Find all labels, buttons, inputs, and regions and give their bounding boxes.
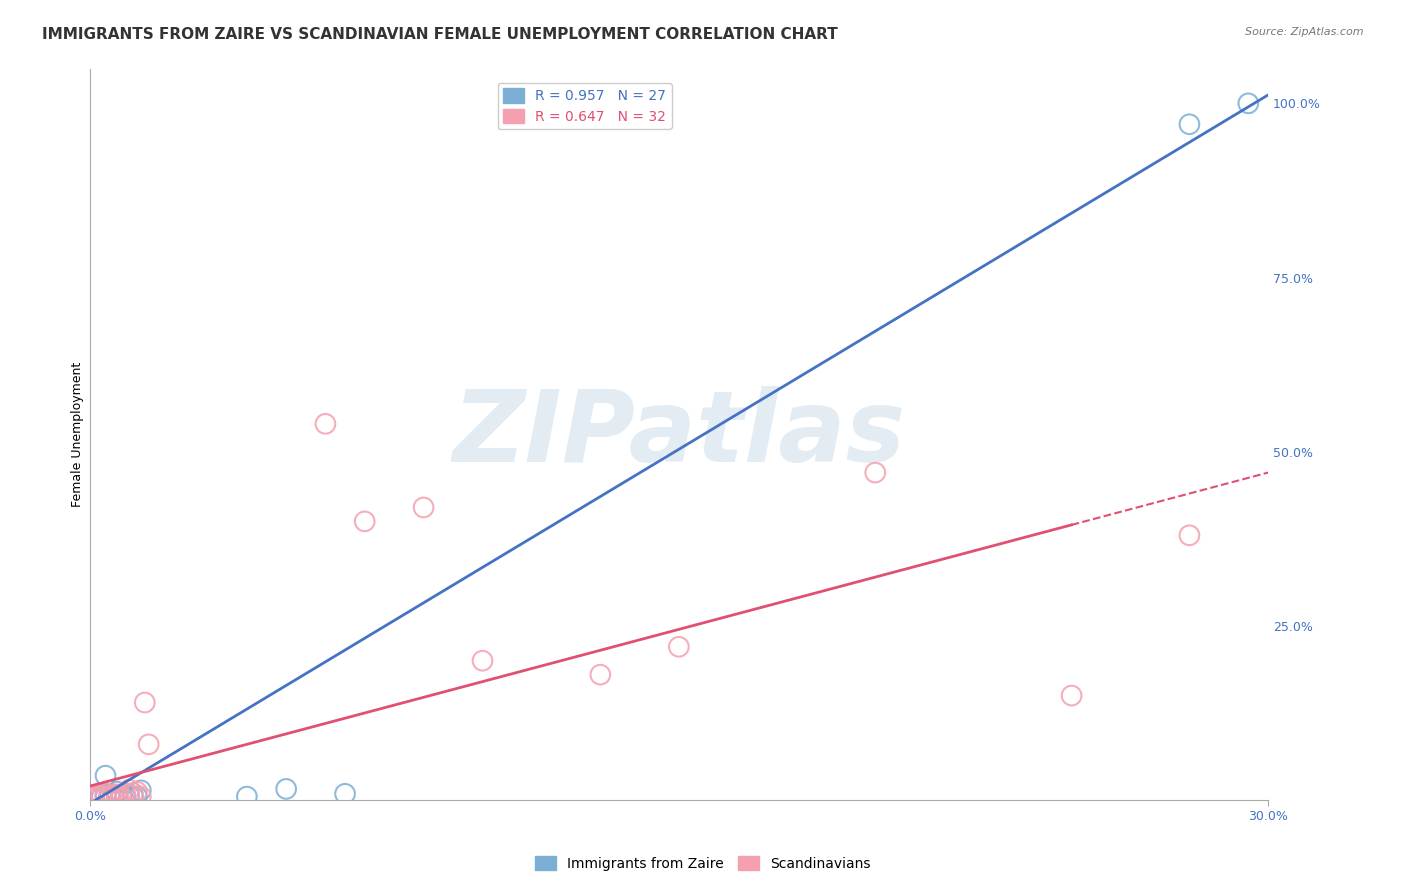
Legend: R = 0.957   N = 27, R = 0.647   N = 32: R = 0.957 N = 27, R = 0.647 N = 32 bbox=[498, 83, 672, 129]
Point bbox=[103, 789, 125, 804]
Point bbox=[86, 789, 108, 803]
Point bbox=[138, 737, 160, 751]
Point bbox=[129, 783, 152, 797]
Point bbox=[86, 789, 108, 803]
Point bbox=[86, 789, 108, 804]
Point bbox=[98, 788, 121, 802]
Point bbox=[1178, 528, 1201, 542]
Point bbox=[83, 789, 105, 804]
Text: Source: ZipAtlas.com: Source: ZipAtlas.com bbox=[1246, 27, 1364, 37]
Point bbox=[1237, 96, 1260, 111]
Point bbox=[122, 789, 145, 804]
Point bbox=[90, 789, 112, 804]
Point bbox=[94, 789, 117, 803]
Point bbox=[129, 789, 152, 804]
Point bbox=[1178, 117, 1201, 131]
Y-axis label: Female Unemployment: Female Unemployment bbox=[72, 361, 84, 507]
Point bbox=[90, 789, 112, 804]
Point bbox=[105, 789, 128, 804]
Point bbox=[90, 789, 112, 803]
Point bbox=[94, 786, 117, 800]
Point bbox=[110, 789, 132, 804]
Point bbox=[276, 781, 298, 796]
Point bbox=[98, 789, 121, 803]
Point bbox=[125, 789, 148, 804]
Point bbox=[134, 696, 156, 710]
Point bbox=[83, 789, 105, 803]
Point bbox=[236, 789, 259, 804]
Point bbox=[90, 789, 112, 804]
Point bbox=[125, 785, 148, 799]
Point bbox=[90, 790, 112, 805]
Legend: Immigrants from Zaire, Scandinavians: Immigrants from Zaire, Scandinavians bbox=[530, 850, 876, 876]
Point bbox=[94, 789, 117, 804]
Point bbox=[118, 782, 141, 797]
Point bbox=[118, 788, 141, 802]
Point bbox=[114, 789, 136, 804]
Point bbox=[105, 785, 128, 799]
Point bbox=[98, 789, 121, 804]
Point bbox=[314, 417, 336, 431]
Point bbox=[1060, 689, 1083, 703]
Point bbox=[103, 788, 125, 802]
Point bbox=[333, 787, 356, 801]
Point bbox=[90, 789, 112, 803]
Point bbox=[98, 789, 121, 804]
Point bbox=[94, 769, 117, 783]
Point bbox=[471, 654, 494, 668]
Text: ZIPatlas: ZIPatlas bbox=[453, 386, 905, 483]
Point bbox=[103, 789, 125, 803]
Text: IMMIGRANTS FROM ZAIRE VS SCANDINAVIAN FEMALE UNEMPLOYMENT CORRELATION CHART: IMMIGRANTS FROM ZAIRE VS SCANDINAVIAN FE… bbox=[42, 27, 838, 42]
Point bbox=[589, 667, 612, 681]
Point bbox=[98, 789, 121, 804]
Point bbox=[94, 789, 117, 804]
Point bbox=[118, 789, 141, 803]
Point bbox=[83, 789, 105, 804]
Point bbox=[110, 789, 132, 804]
Point bbox=[865, 466, 887, 480]
Point bbox=[105, 788, 128, 802]
Point bbox=[114, 786, 136, 800]
Point bbox=[412, 500, 434, 515]
Point bbox=[353, 515, 375, 529]
Point bbox=[122, 786, 145, 800]
Point bbox=[668, 640, 690, 654]
Point bbox=[86, 789, 108, 804]
Point bbox=[105, 789, 128, 804]
